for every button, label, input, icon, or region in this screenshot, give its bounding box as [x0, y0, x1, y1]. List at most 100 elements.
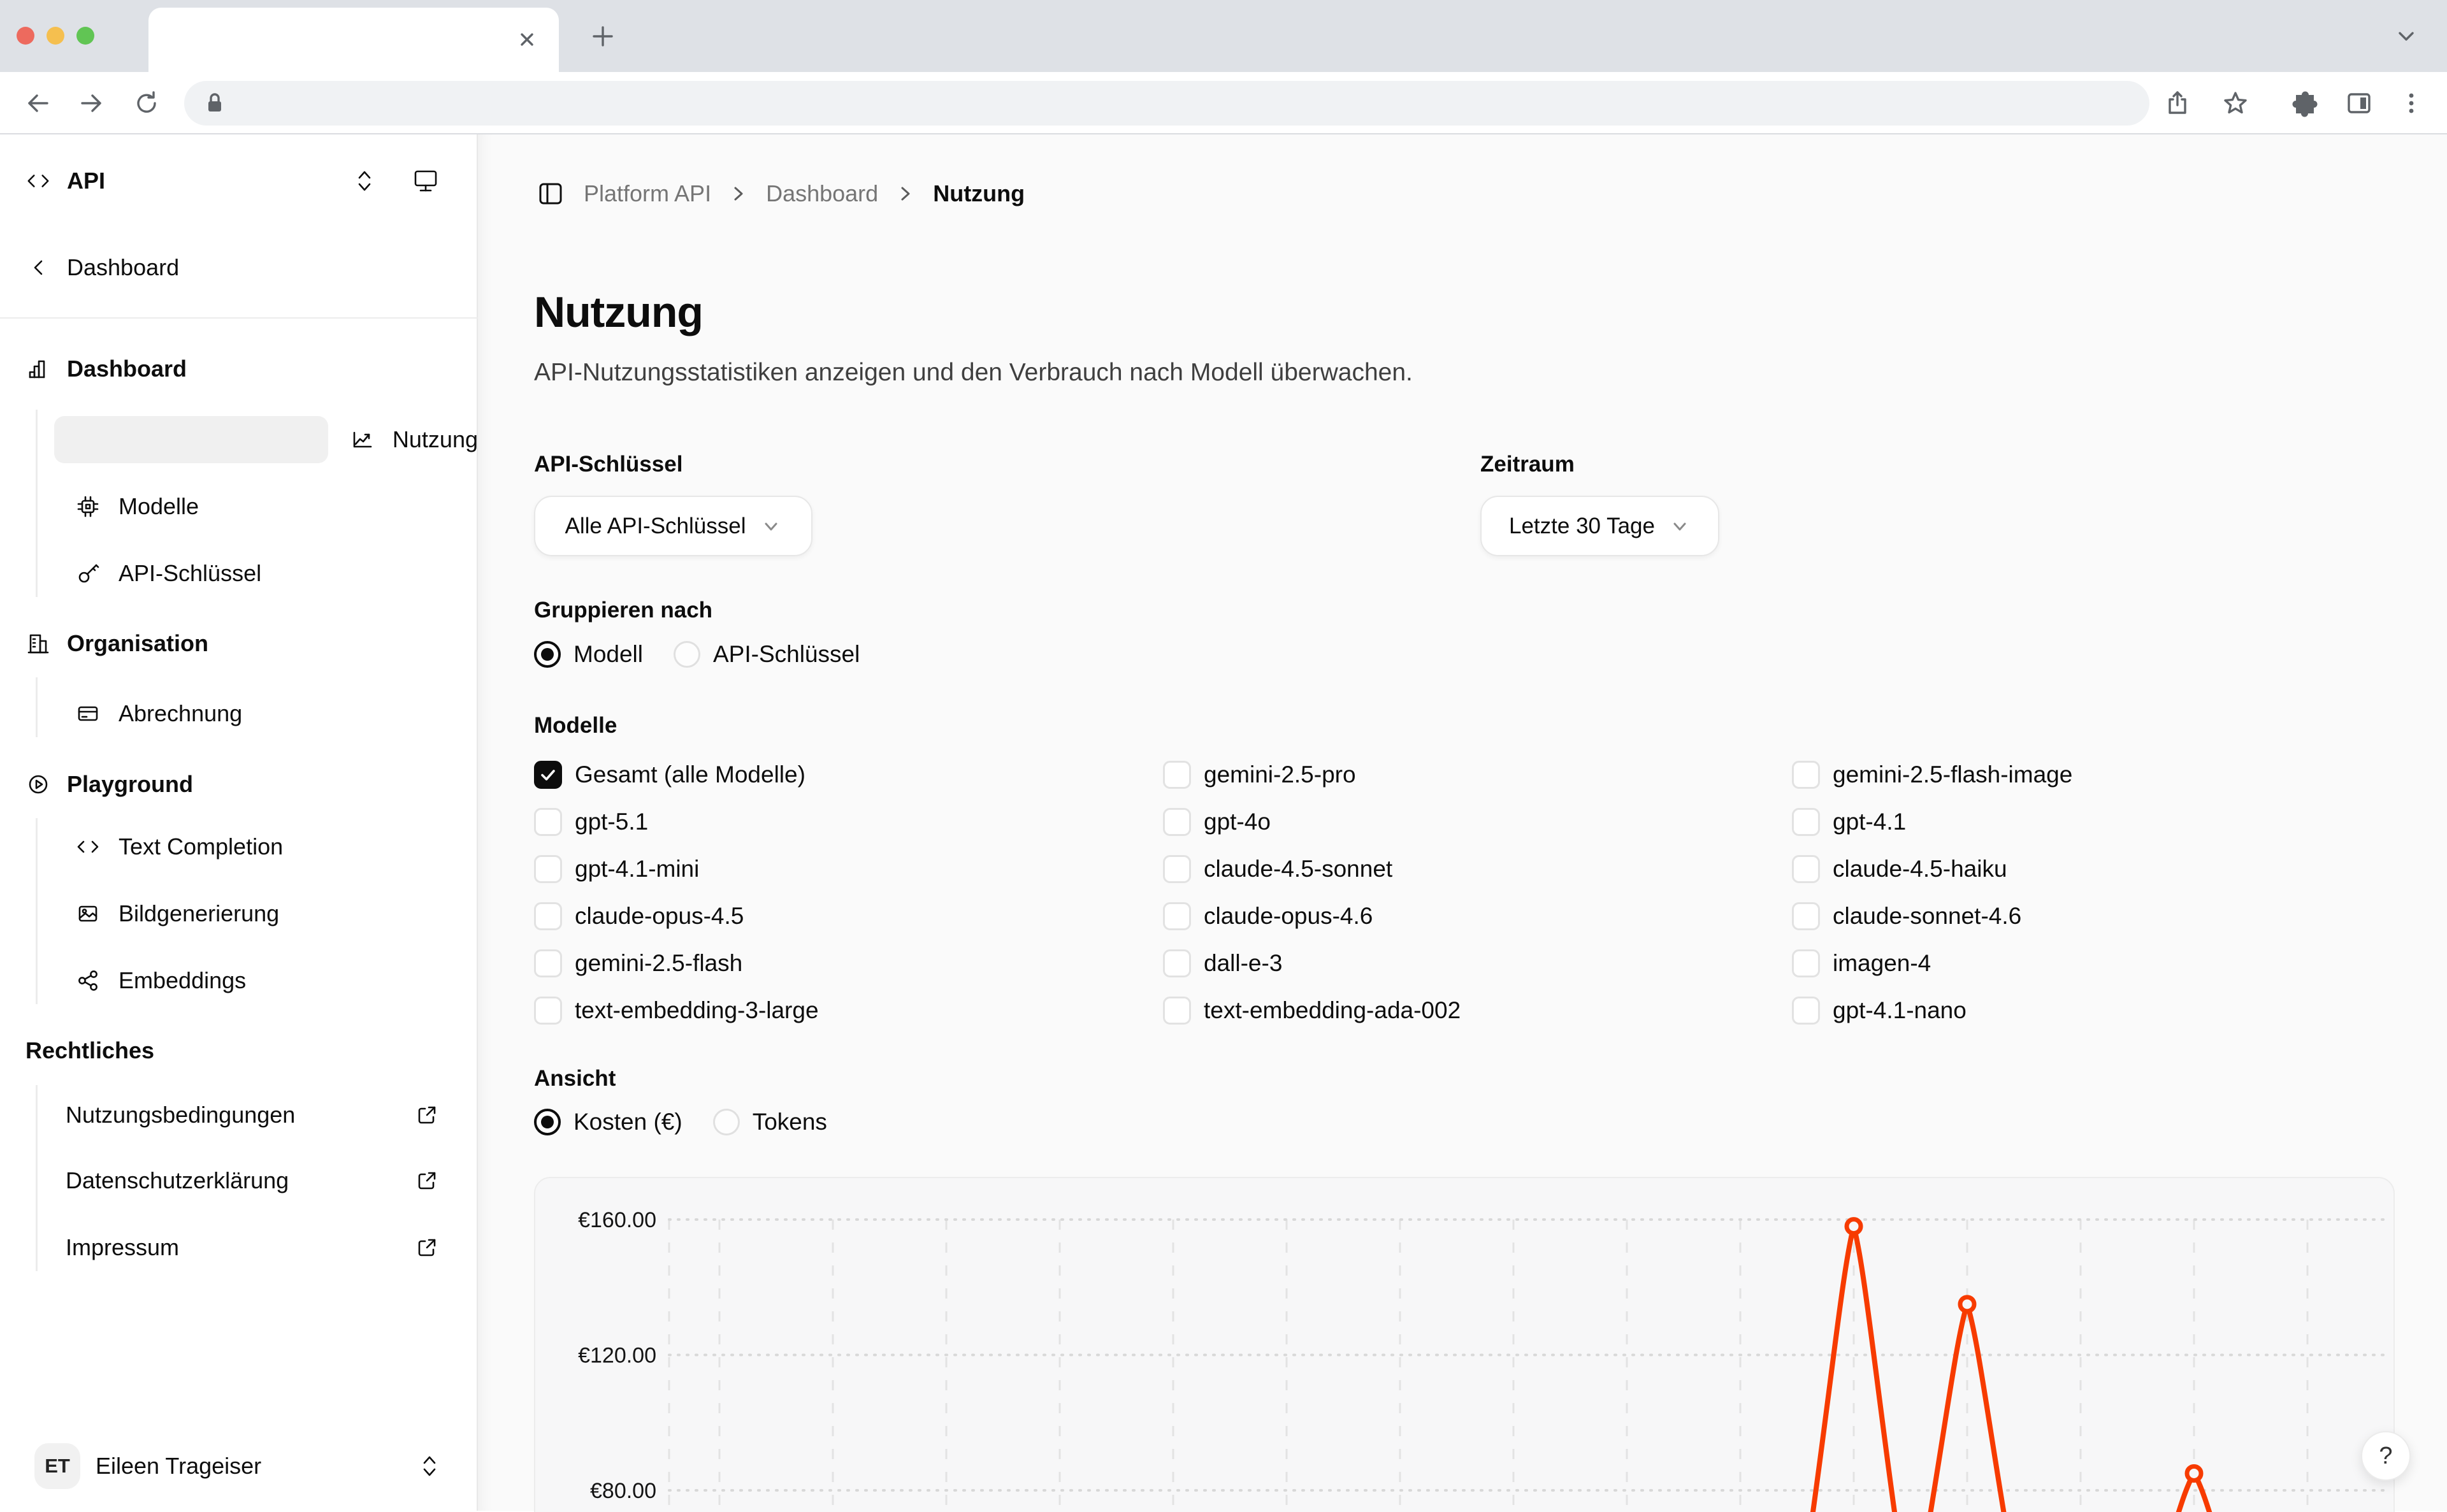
- api-key-dropdown[interactable]: Alle API-Schlüssel: [534, 496, 812, 556]
- minimize-window-button[interactable]: [47, 27, 64, 45]
- sidebar-item-nutzung[interactable]: Nutzung: [0, 416, 478, 463]
- checkbox-icon[interactable]: [1792, 761, 1820, 789]
- model-checkbox-row[interactable]: claude-4.5-haiku: [1792, 846, 2072, 893]
- model-checkbox-row[interactable]: gemini-2.5-flash: [534, 940, 819, 987]
- address-bar[interactable]: [184, 81, 2149, 126]
- indent-guide: [36, 410, 38, 597]
- checkbox-icon[interactable]: [1163, 902, 1191, 930]
- checkbox-icon[interactable]: [1792, 949, 1820, 977]
- back-icon[interactable]: [24, 89, 52, 117]
- browser-toolbar: [0, 72, 2447, 134]
- checkbox-icon[interactable]: [534, 902, 562, 930]
- radio-option[interactable]: Tokens: [712, 1109, 827, 1135]
- model-checkbox-label: gpt-4.1: [1833, 809, 1907, 835]
- sidebar-section-organisation[interactable]: Organisation: [0, 620, 478, 667]
- model-checkbox-row[interactable]: gpt-4.1-mini: [534, 846, 819, 893]
- checkbox-icon[interactable]: [534, 997, 562, 1025]
- browser-menu-kebab-icon[interactable]: [2397, 89, 2425, 117]
- model-checkbox-row[interactable]: claude-opus-4.6: [1163, 893, 1461, 940]
- model-checkbox-row[interactable]: claude-4.5-sonnet: [1163, 846, 1461, 893]
- checkbox-icon[interactable]: [1163, 997, 1191, 1025]
- radio-icon[interactable]: [534, 1109, 561, 1135]
- external-link-icon: [414, 1102, 440, 1128]
- sidebar-item-text-completion[interactable]: Text Completion: [0, 823, 478, 870]
- model-checkbox-row[interactable]: gpt-4.1: [1792, 798, 2072, 846]
- radio-icon[interactable]: [674, 641, 700, 668]
- radio-option-label: Tokens: [752, 1109, 827, 1135]
- selector-chevrons-icon[interactable]: [418, 1452, 441, 1480]
- user-menu[interactable]: ET Eileen Trageiser: [0, 1441, 478, 1492]
- user-name: Eileen Trageiser: [96, 1453, 262, 1479]
- sidebar-item-bildgenerierung[interactable]: Bildgenerierung: [0, 890, 478, 937]
- sidebar-section-playground[interactable]: Playground: [0, 761, 478, 808]
- checkbox-icon[interactable]: [534, 761, 562, 789]
- lock-icon: [208, 93, 221, 112]
- sidebar-item-modelle[interactable]: Modelle: [0, 483, 478, 530]
- model-checkbox-row[interactable]: claude-sonnet-4.6: [1792, 893, 2072, 940]
- close-window-button[interactable]: [17, 27, 34, 45]
- extensions-puzzle-icon[interactable]: [2292, 89, 2320, 117]
- checkbox-icon[interactable]: [1163, 808, 1191, 836]
- sidebar-item-label: Embeddings: [119, 967, 247, 993]
- checkbox-icon[interactable]: [534, 808, 562, 836]
- model-checkbox-row[interactable]: gemini-2.5-pro: [1163, 751, 1461, 798]
- checkbox-icon[interactable]: [534, 855, 562, 883]
- radio-option[interactable]: API-Schlüssel: [674, 641, 860, 668]
- model-checkbox-row[interactable]: imagen-4: [1792, 940, 2072, 987]
- browser-tab[interactable]: [148, 8, 559, 72]
- model-checkbox-row[interactable]: gpt-4.1-nano: [1792, 987, 2072, 1034]
- model-checkbox-row[interactable]: gpt-5.1: [534, 798, 819, 846]
- radio-icon[interactable]: [712, 1109, 740, 1135]
- sidebar-section-label: Organisation: [67, 630, 209, 656]
- monitor-icon[interactable]: [410, 166, 441, 196]
- model-checkbox-row[interactable]: claude-opus-4.5: [534, 893, 819, 940]
- sidebar-item-nutzungsbedingungen[interactable]: Nutzungsbedingungen: [0, 1091, 478, 1139]
- svg-text:€160.00: €160.00: [578, 1208, 656, 1232]
- model-checkbox-row[interactable]: dall-e-3: [1163, 940, 1461, 987]
- sidebar-item-impressum[interactable]: Impressum: [0, 1224, 478, 1271]
- sidebar-item-abrechnung[interactable]: Abrechnung: [0, 690, 478, 737]
- checkbox-icon[interactable]: [1163, 855, 1191, 883]
- sidebar-item-datenschutzerklaerung[interactable]: Datenschutzerklärung: [0, 1157, 478, 1204]
- api-key-filter-label: API-Schlüssel: [534, 452, 683, 477]
- model-checkbox-row[interactable]: text-embedding-3-large: [534, 987, 819, 1034]
- model-checkbox-row[interactable]: gemini-2.5-flash-image: [1792, 751, 2072, 798]
- breadcrumb-root[interactable]: Platform API: [584, 180, 712, 206]
- chevron-right-icon: [730, 183, 747, 205]
- sidebar-section-dashboard[interactable]: Dashboard: [0, 345, 478, 392]
- radio-icon[interactable]: [534, 641, 561, 668]
- tab-search-chevron-icon[interactable]: [2392, 25, 2420, 47]
- checkbox-icon[interactable]: [534, 949, 562, 977]
- reload-icon[interactable]: [133, 89, 161, 117]
- share-icon[interactable]: [2163, 89, 2191, 117]
- model-checkbox-row[interactable]: gpt-4o: [1163, 798, 1461, 846]
- radio-option[interactable]: Kosten (€): [534, 1109, 682, 1135]
- sidebar-item-api-schluessel[interactable]: API-Schlüssel: [0, 550, 478, 597]
- new-tab-button[interactable]: [588, 21, 618, 52]
- checkbox-icon[interactable]: [1792, 997, 1820, 1025]
- breadcrumb-section[interactable]: Dashboard: [766, 180, 879, 206]
- models-column: gemini-2.5-flash-image gpt-4.1 claude-4.…: [1792, 751, 2072, 1034]
- model-checkbox-row[interactable]: text-embedding-ada-002: [1163, 987, 1461, 1034]
- zeitraum-dropdown[interactable]: Letzte 30 Tage: [1480, 496, 1719, 556]
- sidebar-item-label: Modelle: [119, 493, 199, 519]
- radio-option-label: API-Schlüssel: [713, 641, 860, 667]
- sidebar-toggle-icon[interactable]: [537, 180, 565, 207]
- checkbox-icon[interactable]: [1792, 855, 1820, 883]
- checkbox-icon[interactable]: [1792, 902, 1820, 930]
- forward-icon[interactable]: [77, 89, 105, 117]
- sidebar-item-embeddings[interactable]: Embeddings: [0, 957, 478, 1004]
- checkbox-icon[interactable]: [1163, 761, 1191, 789]
- selector-chevrons-icon[interactable]: [353, 167, 376, 195]
- tab-close-icon[interactable]: [513, 25, 541, 54]
- radio-option[interactable]: Modell: [534, 641, 643, 668]
- maximize-window-button[interactable]: [76, 27, 94, 45]
- checkbox-icon[interactable]: [1792, 808, 1820, 836]
- checkbox-icon[interactable]: [1163, 949, 1191, 977]
- model-checkbox-row[interactable]: Gesamt (alle Modelle): [534, 751, 819, 798]
- help-button[interactable]: ?: [2361, 1431, 2411, 1481]
- sidebar-back-dashboard[interactable]: Dashboard: [0, 244, 478, 291]
- side-panel-icon[interactable]: [2345, 89, 2373, 117]
- workspace-switcher[interactable]: API: [0, 160, 478, 202]
- bookmark-star-icon[interactable]: [2221, 89, 2249, 117]
